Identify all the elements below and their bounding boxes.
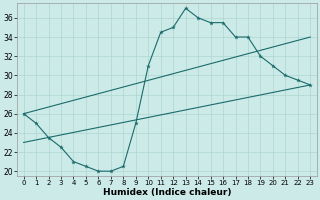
X-axis label: Humidex (Indice chaleur): Humidex (Indice chaleur) [103,188,231,197]
